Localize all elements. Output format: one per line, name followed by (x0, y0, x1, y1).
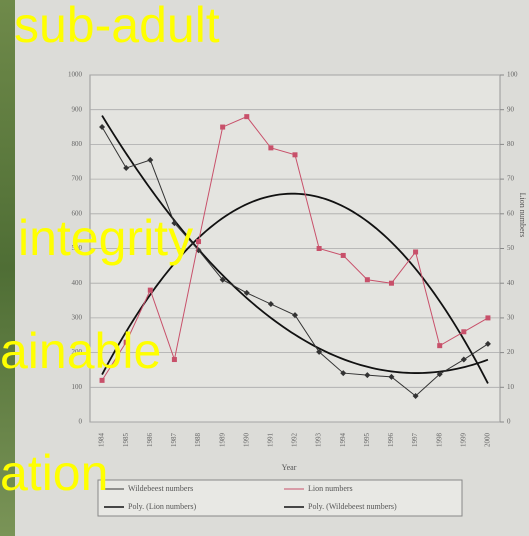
marker (364, 277, 370, 283)
marker (196, 239, 202, 245)
y2-tick-label: 50 (507, 244, 515, 252)
marker (243, 289, 250, 296)
y-tick-label: 500 (72, 244, 83, 252)
x-tick-label: 1994 (339, 433, 347, 448)
marker (484, 340, 491, 347)
x-tick-label: 1990 (242, 433, 250, 448)
marker (316, 348, 323, 355)
marker (99, 124, 106, 131)
y2-axis-label: Lion numbers (518, 193, 527, 238)
y-tick-label: 700 (72, 175, 83, 183)
y-tick-label: 900 (72, 105, 83, 113)
y-tick-label: 600 (72, 209, 83, 217)
marker (220, 124, 226, 130)
x-tick-label: 1991 (266, 433, 274, 448)
y-tick-label: 300 (72, 314, 83, 322)
y-tick-label: 1000 (68, 71, 83, 79)
marker (316, 246, 322, 251)
marker (292, 152, 298, 158)
y2-tick-label: 80 (507, 140, 515, 148)
y2-tick-label: 30 (507, 314, 515, 322)
marker (171, 357, 177, 363)
marker (460, 356, 467, 363)
x-tick-label: 1985 (122, 433, 130, 448)
legend (97, 479, 463, 517)
marker (147, 287, 153, 293)
x-tick-label: 1997 (411, 433, 419, 448)
marker (123, 164, 130, 171)
x-tick-label: 1992 (291, 433, 299, 448)
y2-tick-label: 100 (507, 71, 518, 79)
marker (413, 249, 419, 255)
marker (340, 370, 347, 377)
marker (244, 114, 250, 120)
y2-tick-label: 90 (507, 105, 515, 113)
marker (388, 280, 394, 286)
marker (364, 372, 371, 379)
x-tick-label: 1989 (218, 433, 226, 448)
y-tick-label: 100 (72, 383, 83, 391)
marker (436, 371, 443, 378)
legend-label: Lion numbers (308, 484, 353, 493)
marker (123, 339, 129, 345)
marker (412, 392, 419, 399)
marker (292, 312, 298, 319)
y-tick-label: 400 (72, 279, 83, 287)
y2-tick-label: 40 (507, 279, 515, 287)
marker (99, 377, 105, 383)
x-tick-label: 1993 (315, 433, 323, 448)
x-tick-label: 1996 (387, 433, 395, 448)
y-tick-label: 800 (72, 140, 83, 148)
y-tick-label: 200 (72, 348, 83, 356)
overlay-text: ainable (0, 323, 161, 379)
marker (268, 145, 274, 151)
overlay: sub-adult integrity ainable ation (0, 0, 220, 501)
marker (171, 220, 178, 227)
marker (461, 329, 467, 335)
y2-tick-label: 0 (507, 418, 511, 426)
y2-tick-label: 10 (507, 383, 515, 391)
y2-tick-label: 70 (507, 175, 515, 183)
marker (267, 301, 274, 308)
legend-label: Poly. (Wildebeest numbers) (308, 502, 397, 511)
x-tick-label: 1988 (194, 433, 202, 448)
marker (219, 276, 226, 283)
y2-tick-label: 60 (507, 209, 515, 217)
x-axis-label: Year (282, 463, 297, 472)
legend-label: Wildebeest numbers (128, 484, 193, 493)
overlay-text: ation (0, 445, 108, 501)
y2-tick-label: 20 (507, 348, 515, 356)
x-tick-label: 1998 (435, 433, 443, 448)
marker (485, 315, 491, 321)
trend-line (101, 115, 489, 374)
x-tick-label: 2000 (484, 433, 492, 448)
x-tick-label: 1986 (146, 433, 154, 448)
marker (147, 157, 154, 164)
marker (388, 373, 395, 380)
legend-label: Poly. (Lion numbers) (128, 502, 196, 511)
x-tick-label: 1999 (459, 433, 467, 448)
marker (437, 343, 443, 349)
x-tick-label: 1987 (170, 433, 178, 448)
overlay-text: integrity (18, 210, 193, 266)
x-tick-label: 1995 (363, 433, 371, 448)
plot: 0 100 200 300 400 500 600 700 800 900 1000 0 10 20 30 4… (68, 71, 518, 511)
y-tick-label: 0 (79, 418, 83, 426)
overlay-text: sub-adult (14, 0, 220, 53)
marker (340, 252, 346, 258)
trend-line (101, 192, 489, 384)
x-tick-label: 1984 (98, 433, 106, 448)
